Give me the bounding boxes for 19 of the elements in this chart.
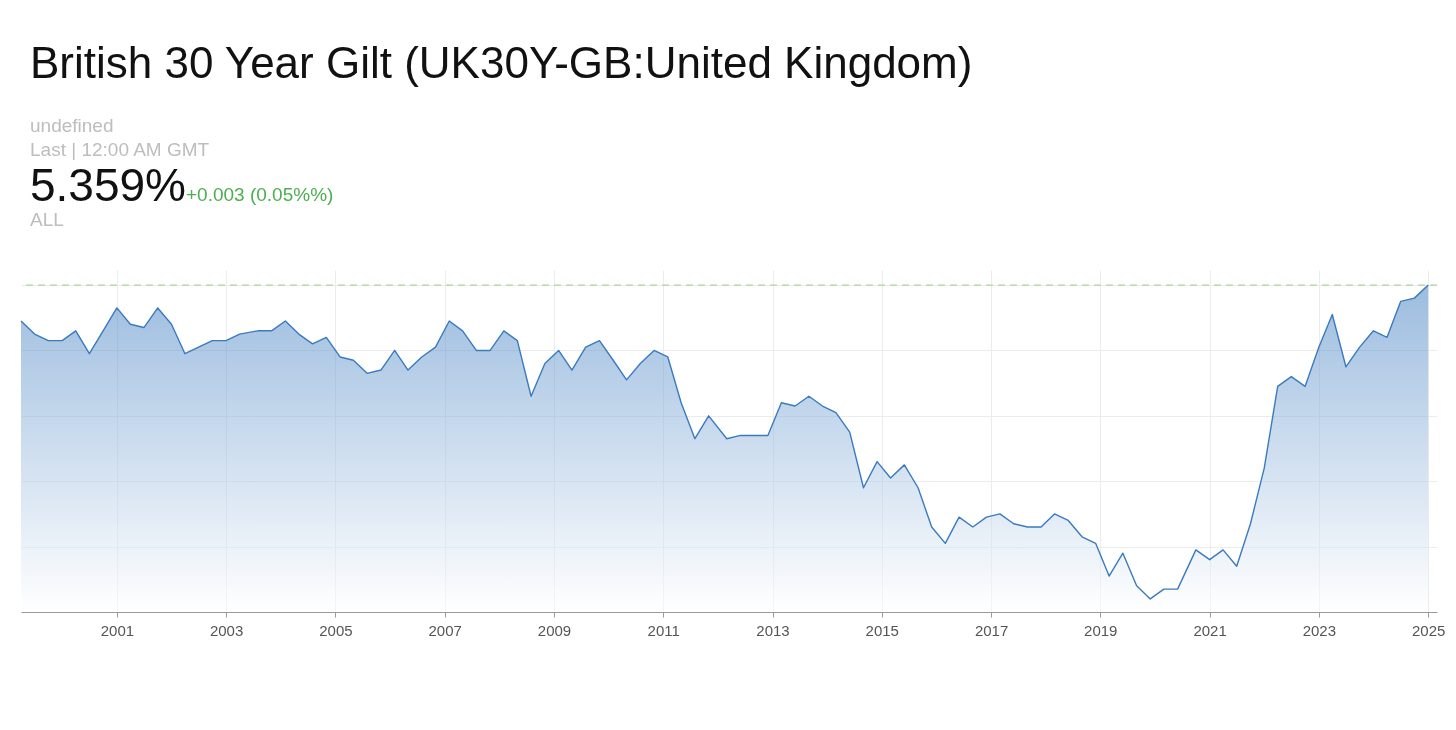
text: Last | 12:00 AM GMT (30, 139, 210, 160)
x-tick-label: 2019 (1084, 621, 1118, 639)
x-tick-label: 2005 (319, 621, 353, 639)
x-tick-label: 2017 (974, 621, 1009, 639)
x-tick-label: 2021 (1193, 621, 1227, 639)
x-tick-label: 2013 (756, 621, 790, 639)
text: 5.359% (30, 159, 187, 211)
x-tick-label: 2025 (1411, 621, 1446, 639)
text: ALL (30, 209, 64, 230)
x-tick-label: 2007 (428, 621, 462, 639)
text: +0.003 (0.05%%) (186, 184, 334, 205)
x-tick-label: 2003 (209, 621, 244, 639)
x-tick-label: 2023 (1302, 621, 1337, 639)
x-tick-label: 2011 (647, 621, 680, 639)
chart-title: British 30 Year Gilt (UK30Y-GB:United Kingdom) (30, 38, 973, 88)
x-tick-label: 2015 (865, 621, 899, 639)
text: undefined (30, 115, 114, 136)
x-tick-label: 2001 (100, 621, 135, 639)
x-tick-label: 2009 (537, 621, 572, 639)
